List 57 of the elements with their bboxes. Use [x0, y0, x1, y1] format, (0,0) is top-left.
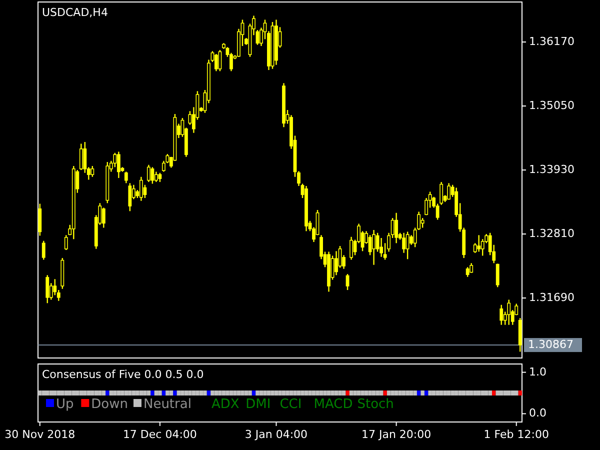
candlestick: [42, 240, 46, 260]
x-tick-label: 1 Feb 12:00: [484, 428, 549, 441]
ref-line-label: 1.30867: [528, 338, 574, 352]
candlestick: [102, 207, 106, 228]
candlestick: [440, 181, 444, 206]
y-tick-label: 1.32810: [529, 227, 574, 240]
y-tick-label: 1.36170: [529, 35, 574, 48]
annotation: ADX: [212, 397, 240, 412]
candlestick: [402, 232, 406, 254]
chart-title: Consensus of Five 0.0 0.5 0.0: [42, 368, 204, 381]
annotation: Stoch: [357, 397, 394, 412]
candlestick: [350, 236, 353, 260]
candlestick: [158, 172, 162, 183]
candlestick: [507, 299, 511, 326]
annotation: DMI: [246, 397, 271, 412]
candlestick: [139, 176, 143, 202]
candlestick: [477, 234, 481, 252]
y-tick-label: 1.0: [529, 365, 546, 378]
candlestick: [406, 231, 410, 260]
candlestick: [150, 166, 154, 184]
legend-label: Up: [56, 397, 74, 412]
candlestick: [214, 53, 218, 72]
candlestick: [500, 304, 504, 326]
candlestick: [394, 212, 398, 244]
annotation: CCI: [280, 397, 302, 412]
y-tick-label: 1.35050: [529, 99, 574, 112]
candlestick: [38, 203, 42, 236]
x-tick-label: 3 Jan 04:00: [244, 428, 308, 441]
candlestick: [90, 165, 94, 178]
y-tick-label: 1.33930: [529, 163, 574, 176]
x-tick-label: 17 Dec 04:00: [122, 428, 197, 441]
candlestick: [128, 182, 132, 212]
candlestick: [496, 263, 500, 288]
candlestick: [372, 229, 376, 266]
candlestick: [380, 237, 384, 258]
candlestick: [470, 262, 474, 274]
candlestick: [188, 110, 192, 126]
candlestick: [146, 164, 150, 183]
y-tick-label: 1.31690: [529, 291, 574, 304]
candlestick: [420, 217, 424, 228]
candlestick: [113, 152, 117, 168]
x-tick-label: 17 Jan 20:00: [361, 428, 432, 441]
chart-title: USDCAD,H4: [42, 6, 108, 19]
annotation: MACD: [314, 397, 353, 412]
candlestick: [46, 274, 50, 304]
legend-label: Neutral: [143, 397, 192, 412]
candlestick: [466, 266, 470, 278]
legend-label: Down: [91, 397, 128, 412]
y-tick-label: 0.0: [529, 406, 546, 420]
candlestick: [79, 143, 83, 171]
candlestick: [116, 151, 120, 179]
candlestick: [447, 182, 451, 200]
candlestick: [154, 171, 158, 183]
candlestick: [64, 234, 68, 251]
x-tick-label: 30 Nov 2018: [4, 428, 76, 441]
candlestick: [124, 171, 128, 184]
candlestick: [143, 184, 147, 199]
